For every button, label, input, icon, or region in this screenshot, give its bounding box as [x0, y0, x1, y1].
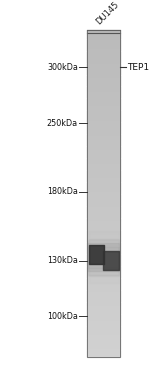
Text: 250kDa: 250kDa — [47, 119, 78, 128]
Bar — [87, 30, 120, 357]
Text: DU145: DU145 — [94, 0, 121, 26]
Text: 300kDa: 300kDa — [47, 63, 78, 72]
Text: 180kDa: 180kDa — [47, 187, 78, 196]
Text: TEP1: TEP1 — [128, 63, 150, 72]
Text: 100kDa: 100kDa — [47, 312, 78, 321]
Text: 130kDa: 130kDa — [47, 256, 78, 265]
